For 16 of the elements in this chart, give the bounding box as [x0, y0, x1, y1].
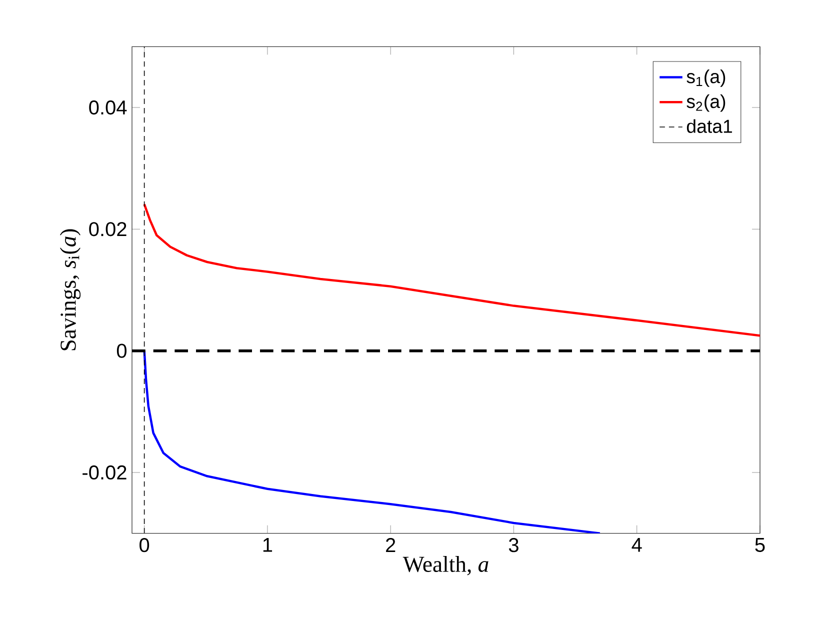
y-axis-title: Savings, s$_{i}$(a)	[60, 229, 81, 350]
legend-label: s$_{1}$(a)	[686, 70, 726, 87]
x-tick-label: 4	[632, 538, 642, 552]
x-tick-label: 1	[263, 538, 272, 552]
x-tick-label: 3	[508, 538, 518, 552]
x-tick-label: 5	[755, 538, 765, 552]
x-tick-label: 2	[386, 538, 396, 552]
legend-label: data1	[686, 119, 732, 133]
x-tick-label: 0	[140, 538, 150, 552]
y-tick-label: 0.04	[89, 100, 127, 115]
y-tick-label: 0	[116, 344, 126, 358]
line-series	[143, 350, 602, 534]
legend-label: s$_{2}$(a)	[686, 94, 726, 112]
y-tick-label: 0.02	[89, 222, 126, 236]
y-tick-label: -0.02	[82, 465, 126, 480]
x-axis-title: Wealth, a	[402, 556, 488, 576]
